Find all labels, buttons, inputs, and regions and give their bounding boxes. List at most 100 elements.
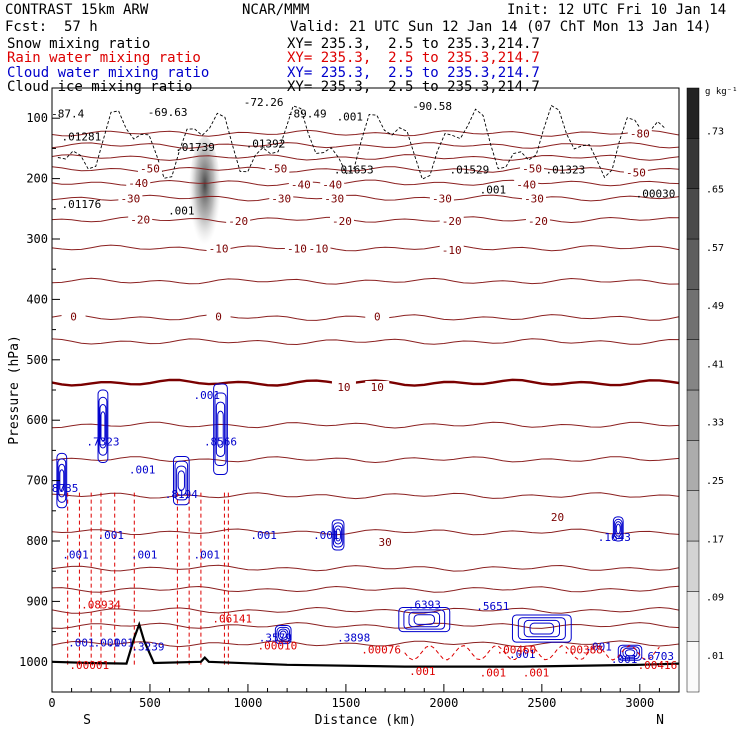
field-value-label: .001	[611, 653, 638, 666]
field-value-label: -72.26	[244, 96, 284, 109]
cloud-water-contour	[331, 519, 345, 551]
y-axis-title: Pressure (hPa)	[7, 335, 22, 445]
cloud-water-contour	[624, 649, 636, 657]
isotherm-line	[52, 338, 679, 346]
isotherm-label-bg	[365, 380, 390, 392]
isotherm-line	[52, 194, 679, 202]
cloud-water-contour	[523, 619, 560, 638]
cloud-water-contour	[332, 522, 344, 548]
isotherm-label: -50	[522, 162, 542, 175]
isotherm-label: -10	[287, 243, 307, 256]
colorbar-label: .49	[706, 301, 724, 312]
field-value-label: .01739	[175, 141, 215, 154]
field-value-label: .001	[313, 529, 340, 542]
isotherm-label: -30	[432, 193, 452, 206]
field-value-label: .001	[168, 205, 195, 218]
cloud-water-contour	[398, 606, 451, 633]
isotherm-label: -80	[630, 127, 650, 140]
isotherm-line	[52, 142, 679, 149]
south-end-label: S	[83, 713, 91, 728]
field-value-label: .00076	[361, 644, 401, 657]
isotherm-label-bg	[520, 162, 545, 174]
isotherm-line	[52, 640, 679, 648]
isotherm-label-bg	[439, 214, 464, 226]
field-value-label: .001	[509, 648, 536, 661]
isotherm-label-bg	[525, 214, 550, 226]
y-tick-label: 600	[26, 413, 48, 427]
field-label-rain: Rain water mixing ratio	[7, 50, 201, 66]
cloud-water-contour	[98, 396, 108, 456]
field-value-label: .001	[194, 389, 221, 402]
isotherm-line	[52, 564, 679, 572]
colorbar-label: .65	[706, 185, 724, 196]
x-tick-label: 3000	[625, 696, 654, 710]
cloud-water-contour	[276, 626, 290, 643]
field-value-label: .3898	[337, 632, 370, 645]
x-tick-label: 2000	[429, 696, 458, 710]
north-end-label: N	[656, 713, 664, 728]
field-value-label: .8194	[165, 488, 198, 501]
colorbar-label: .33	[706, 418, 724, 429]
isotherm-label: 10	[371, 381, 384, 394]
field-value-label: .00460	[496, 644, 536, 657]
cloud-water-contour	[613, 518, 623, 540]
cloud-water-contour	[517, 617, 566, 640]
colorbar-unit: g kg⁻¹	[705, 87, 738, 97]
colorbar-label: .17	[706, 534, 724, 545]
field-value-label: .001	[585, 641, 612, 654]
field-label-snow: Snow mixing ratio	[7, 36, 151, 52]
x-tick-label: 0	[48, 696, 55, 710]
isotherm-label-bg	[128, 213, 153, 225]
cloud-water-contour	[174, 460, 189, 501]
cloud-water-contour	[620, 646, 640, 660]
colorbar-box	[686, 339, 700, 391]
isotherm-label-bg	[329, 214, 354, 226]
field-xy-cloud-ice: XY= 235.3, 2.5 to 235.3,214.7	[287, 79, 540, 95]
cloud-water-contour	[97, 389, 109, 463]
y-tick-label: 800	[26, 534, 48, 548]
y-tick-label: 1000	[19, 655, 48, 669]
isotherm-label: -40	[516, 179, 536, 192]
terrain-line	[52, 620, 679, 668]
field-value-label: .001	[480, 667, 507, 680]
cloud-water-contour	[529, 622, 555, 635]
field-value-label: .00030	[636, 188, 676, 201]
cloud-water-contour	[278, 628, 289, 641]
forecast-hours: 57 h	[64, 19, 98, 35]
isotherm-line	[52, 244, 679, 252]
field-value-label: -90.58	[412, 100, 452, 113]
isotherm-line	[52, 277, 679, 285]
init-time: Init: 12 UTC Fri 10 Jan 14	[507, 2, 727, 18]
isotherm-label: -40	[128, 177, 148, 190]
y-tick-label: 500	[26, 353, 48, 367]
cloud-water-contour	[511, 614, 572, 643]
isotherm-label-bg	[545, 510, 570, 522]
isotherm-label: 0	[215, 310, 222, 323]
model-title: CONTRAST 15km ARW	[5, 2, 149, 18]
field-value-label: .5651	[476, 600, 509, 613]
field-value-label: .001	[480, 183, 507, 196]
colorbar-box	[686, 188, 700, 240]
cloud-water-contour	[612, 516, 624, 542]
cloud-ice-contour	[57, 104, 666, 180]
cloud-water-contour	[215, 401, 226, 457]
isotherm-label: -10	[309, 243, 329, 256]
isotherm-label-bg	[365, 310, 390, 322]
field-value-label: .001	[523, 667, 550, 680]
field-value-label: .00388	[563, 644, 603, 657]
colorbar-box	[686, 540, 700, 592]
field-value-label: .7323	[86, 435, 119, 448]
isotherm-label: -40	[291, 179, 311, 192]
field-value-label: .001	[409, 665, 436, 678]
colorbar-label: .01	[706, 651, 724, 662]
field-label-cloud-water: Cloud water mixing ratio	[7, 65, 210, 81]
isotherm-line	[52, 456, 679, 464]
isotherm-label-bg	[514, 178, 539, 190]
field-xy-cloud-water: XY= 235.3, 2.5 to 235.3,214.7	[287, 65, 540, 81]
field-value-label: .01392	[246, 138, 286, 151]
isotherm-label: 0	[70, 310, 77, 323]
forecast-label: Fcst:	[5, 19, 48, 35]
isotherm-label-bg	[118, 192, 143, 204]
isotherm-label: -30	[324, 193, 344, 206]
